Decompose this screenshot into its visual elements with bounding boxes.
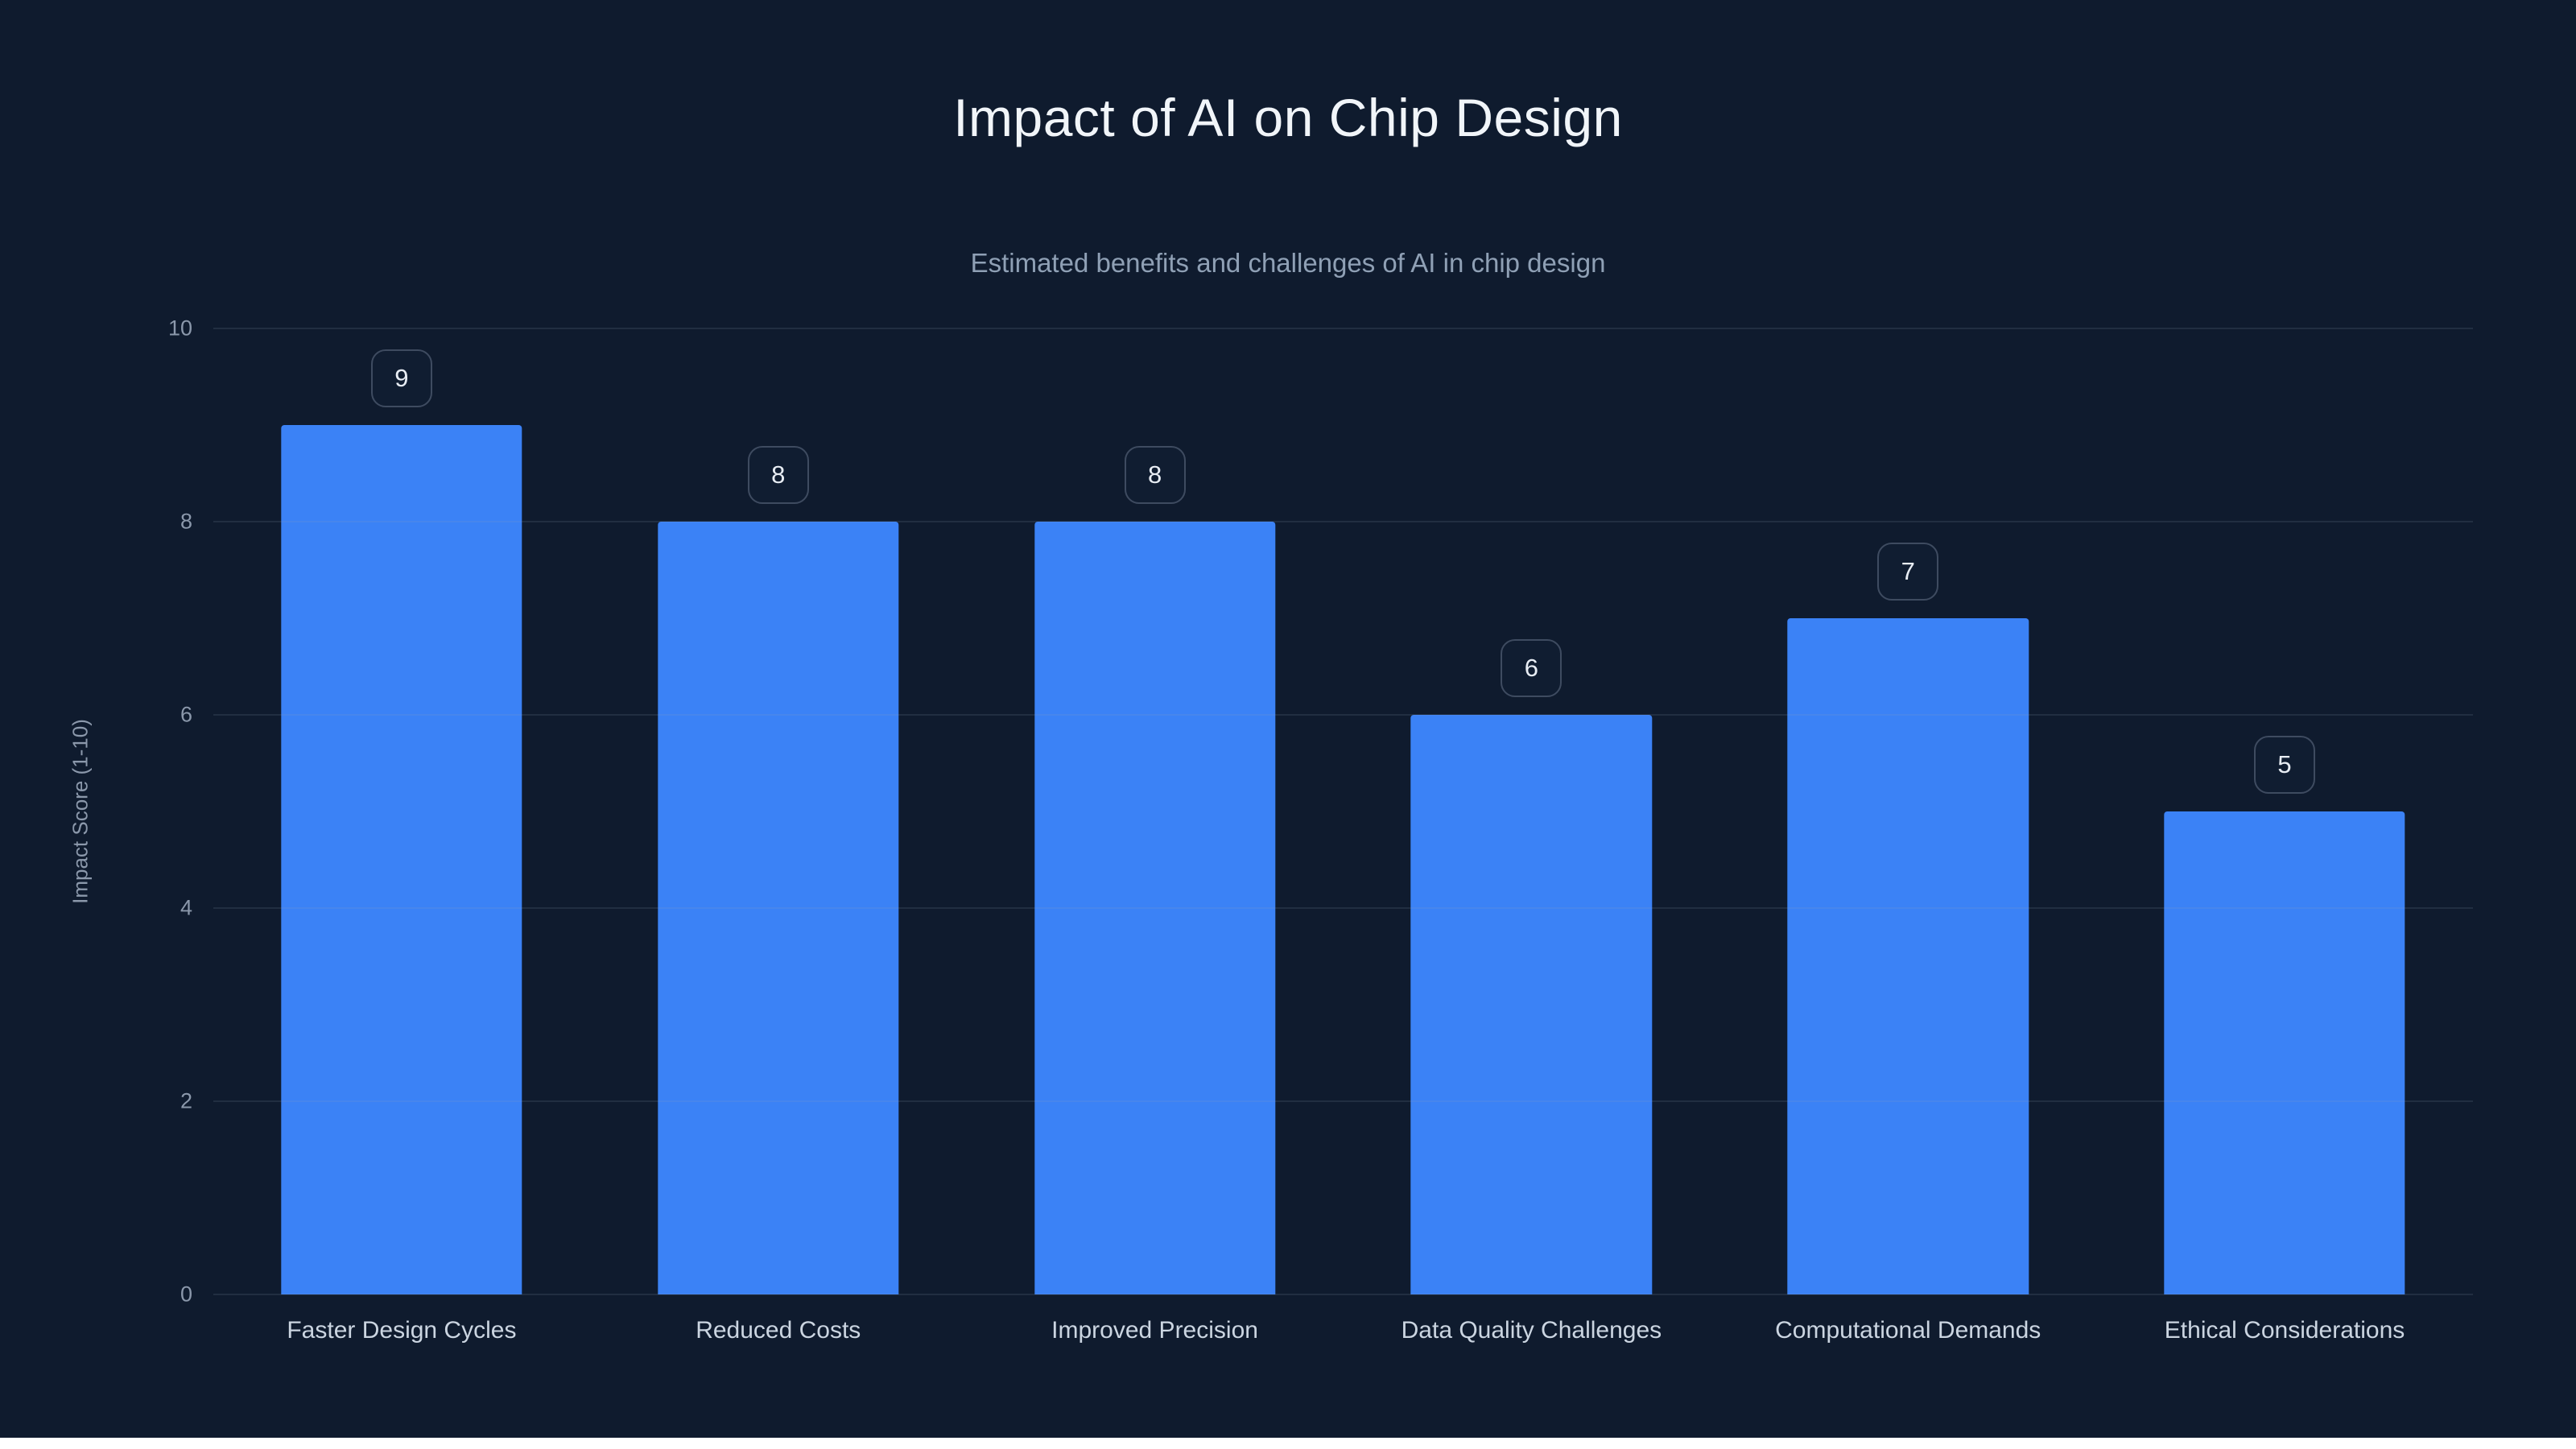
bar-column: 8: [590, 328, 967, 1294]
y-tick-label: 2: [180, 1088, 192, 1113]
gridline: [213, 1294, 2473, 1295]
bar[interactable]: [1787, 618, 2029, 1294]
bar-column: 9: [213, 328, 590, 1294]
gridline: [213, 714, 2473, 716]
chart-title: Impact of AI on Chip Design: [953, 88, 1623, 147]
y-tick-label: 0: [180, 1282, 192, 1307]
plot-area: 9 8 8 6 7 5 0 2 4 6 8 10: [168, 317, 2473, 1305]
y-tick-label: 4: [180, 895, 192, 920]
gridline: [213, 1100, 2473, 1102]
bar-column: 7: [1719, 328, 2096, 1294]
bar[interactable]: [2164, 811, 2405, 1294]
bar[interactable]: [658, 522, 899, 1294]
gridline: [213, 521, 2473, 522]
value-badge: 8: [1124, 446, 1186, 504]
value-badge: 8: [747, 446, 809, 504]
gridline: [213, 328, 2473, 329]
bars-container: 9 8 8 6 7 5: [213, 328, 2473, 1294]
x-category-label: Computational Demands: [1775, 1317, 2041, 1344]
x-axis-labels: Faster Design Cycles Reduced Costs Improve…: [213, 1317, 2473, 1344]
value-badge: 5: [2254, 736, 2316, 794]
x-category-label: Faster Design Cycles: [287, 1317, 517, 1344]
y-axis-label: Impact Score (1-10): [68, 719, 93, 904]
bar-column: 8: [967, 328, 1344, 1294]
value-badge: 9: [370, 349, 432, 407]
x-category-label: Ethical Considerations: [2164, 1317, 2405, 1344]
bar-column: 5: [2096, 328, 2473, 1294]
gridline: [213, 907, 2473, 909]
bar[interactable]: [1410, 715, 1653, 1294]
y-tick-label: 10: [167, 316, 192, 341]
page-bottom-strip: [0, 1438, 2576, 1449]
bar-column: 6: [1343, 328, 1719, 1294]
bar[interactable]: [281, 425, 522, 1294]
value-badge: 6: [1501, 639, 1563, 697]
y-tick-label: 8: [180, 509, 192, 534]
value-badge: 7: [1877, 543, 1939, 601]
bar[interactable]: [1034, 522, 1276, 1294]
chart-subtitle: Estimated benefits and challenges of AI …: [970, 248, 1606, 278]
y-tick-label: 6: [180, 702, 192, 727]
x-category-label: Reduced Costs: [696, 1317, 861, 1344]
x-category-label: Data Quality Challenges: [1401, 1317, 1662, 1344]
x-category-label: Improved Precision: [1051, 1317, 1258, 1344]
